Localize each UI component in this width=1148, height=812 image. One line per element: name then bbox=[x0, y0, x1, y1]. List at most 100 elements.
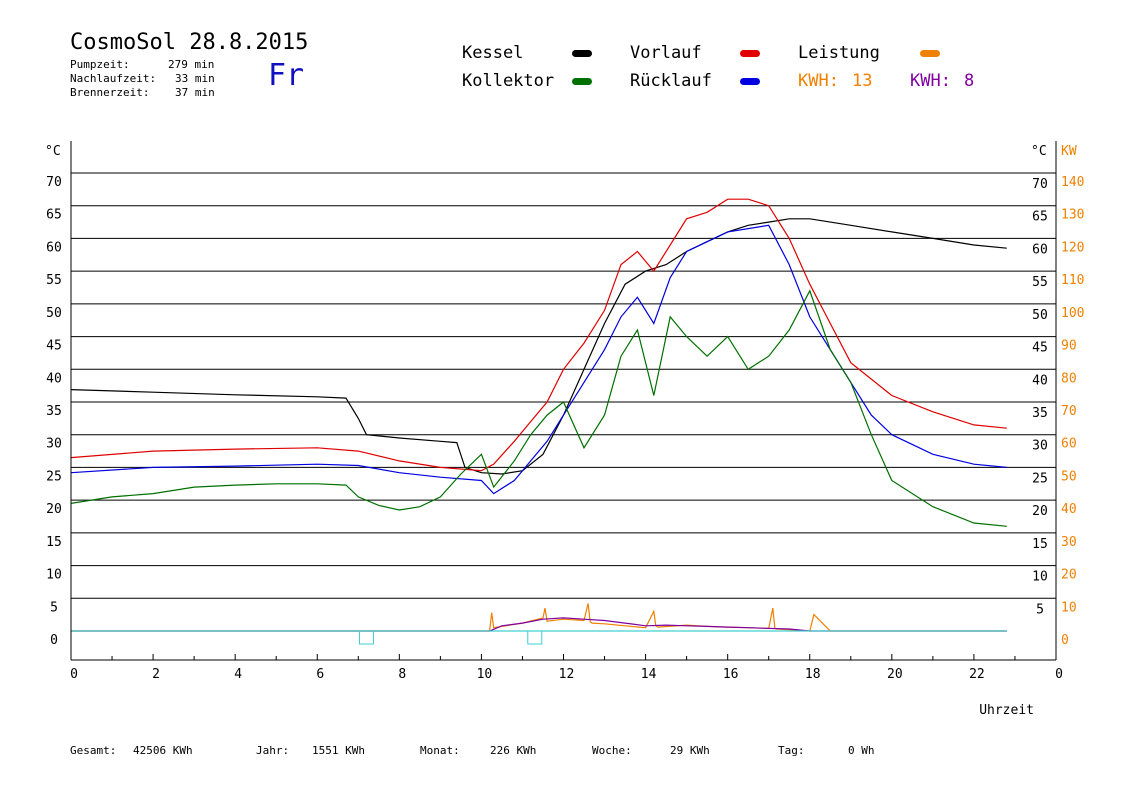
y-right-c-tick-label: 40 bbox=[1032, 373, 1048, 388]
stat-pumpzeit-label: Pumpzeit: bbox=[70, 58, 130, 71]
pump-marker-0 bbox=[359, 630, 374, 645]
y-left-tick-label: 10 bbox=[46, 568, 62, 583]
stat-nachlaufzeit-label: Nachlaufzeit: bbox=[70, 72, 157, 85]
legend-leistung-swatch bbox=[920, 50, 940, 57]
legend-kollektor-swatch bbox=[572, 78, 592, 85]
y-left-tick-label: 50 bbox=[46, 306, 62, 321]
kwh-b-value: 8 bbox=[964, 71, 975, 91]
weekday-label: Fr bbox=[268, 58, 305, 93]
x-tick-label: 20 bbox=[887, 667, 903, 682]
y-right-c-tick-label: 30 bbox=[1032, 439, 1048, 454]
x-tick-label: 8 bbox=[398, 667, 406, 682]
tick-labels: 0 2 4 6 8 10 12 14 16 18 20 22 005101520253035404550… bbox=[45, 144, 1084, 718]
series-line-kollektor bbox=[70, 289, 1007, 527]
y-right-kw-tick-label: 140 bbox=[1061, 175, 1084, 190]
series-line-leistung bbox=[71, 603, 1007, 632]
y-right-kw-tick-label: 0 bbox=[1061, 633, 1069, 648]
x-tick-label: 0 bbox=[1055, 667, 1063, 682]
y-left-tick-label: 30 bbox=[46, 437, 62, 452]
legend-kessel-label: Kessel bbox=[462, 43, 524, 63]
y-right-c-tick-label: 10 bbox=[1032, 570, 1048, 585]
legend-leistung-label: Leistung bbox=[798, 43, 880, 63]
y-left-tick-label: 35 bbox=[46, 404, 62, 419]
footer-monat-label: Monat: bbox=[420, 744, 460, 757]
legend-vorlauf-swatch bbox=[740, 50, 760, 57]
kwh-a-value: 13 bbox=[852, 71, 873, 91]
y-right-c-tick-label: 5 bbox=[1036, 602, 1044, 617]
y-left-tick-label: 5 bbox=[50, 600, 58, 615]
footer-woche-value: 29 KWh bbox=[670, 744, 710, 757]
y-right-kw-tick-label: 40 bbox=[1061, 502, 1077, 517]
y-left-tick-label: 40 bbox=[46, 371, 62, 386]
series-line-kessel bbox=[70, 218, 1007, 475]
axes bbox=[70, 141, 1057, 661]
y-right-unit-label: °C bbox=[1031, 144, 1047, 159]
y-right-c-tick-label: 35 bbox=[1032, 406, 1048, 421]
footer-gesamt-label: Gesamt: bbox=[70, 744, 117, 757]
y-left-tick-label: 0 bbox=[50, 633, 58, 648]
series-line-kwh-8 bbox=[71, 617, 1007, 632]
legend-ruecklauf-label: Rücklauf bbox=[630, 71, 712, 91]
y-left-tick-label: 15 bbox=[46, 535, 62, 550]
pump-marker-1 bbox=[527, 630, 543, 645]
footer-woche-label: Woche: bbox=[592, 744, 632, 757]
chart-title: CosmoSol 28.8.2015 bbox=[70, 30, 309, 55]
x-tick-label: 2 bbox=[152, 667, 160, 682]
y-right-kw-tick-label: 100 bbox=[1061, 306, 1084, 321]
x-tick-label: 6 bbox=[316, 667, 324, 682]
x-tick-label: 18 bbox=[805, 667, 821, 682]
footer-jahr-value: 1551 KWh bbox=[312, 744, 365, 757]
legend-vorlauf-label: Vorlauf bbox=[630, 43, 702, 63]
y-right-c-tick-label: 65 bbox=[1032, 210, 1048, 225]
footer-jahr-label: Jahr: bbox=[256, 744, 290, 757]
y-right-c-tick-label: 15 bbox=[1032, 537, 1048, 552]
x-tick-label: 12 bbox=[559, 667, 575, 682]
kwh-a-label: KWH: bbox=[798, 71, 839, 91]
y-right-kw-tick-label: 90 bbox=[1061, 339, 1077, 354]
y-right-kw-tick-label: 60 bbox=[1061, 437, 1077, 452]
x-tick-label: 0 bbox=[70, 667, 78, 682]
grid-lines bbox=[71, 172, 1056, 599]
y-left-tick-label: 25 bbox=[46, 469, 62, 484]
footer-tag-label: Tag: bbox=[778, 744, 805, 757]
series-line-r-cklauf bbox=[70, 224, 1007, 495]
y-left-tick-label: 45 bbox=[46, 339, 62, 354]
y-right-kw-tick-label: 70 bbox=[1061, 404, 1077, 419]
y-right-kw-tick-label: 10 bbox=[1061, 600, 1077, 615]
y-left-unit-label: °C bbox=[45, 144, 61, 159]
y-right-c-tick-label: 20 bbox=[1032, 504, 1048, 519]
footer-tag-value: 0 Wh bbox=[848, 744, 875, 757]
y-left-tick-label: 20 bbox=[46, 502, 62, 517]
y-right-c-tick-label: 25 bbox=[1032, 471, 1048, 486]
y-right-kw-unit-label: KW bbox=[1061, 144, 1077, 159]
y-right-kw-tick-label: 30 bbox=[1061, 535, 1077, 550]
y-left-tick-label: 60 bbox=[46, 240, 62, 255]
x-tick-label: 14 bbox=[641, 667, 657, 682]
series-lines bbox=[70, 198, 1007, 645]
footer-gesamt-value: 42506 KWh bbox=[133, 744, 193, 757]
y-right-kw-tick-label: 20 bbox=[1061, 568, 1077, 583]
stat-pumpzeit-value: 279 min bbox=[168, 58, 215, 71]
x-tick-label: 10 bbox=[477, 667, 493, 682]
y-right-kw-tick-label: 130 bbox=[1061, 208, 1084, 223]
stat-brennerzeit-label: Brennerzeit: bbox=[70, 86, 150, 99]
y-right-kw-tick-label: 120 bbox=[1061, 240, 1084, 255]
y-left-tick-label: 65 bbox=[46, 208, 62, 223]
y-right-c-tick-label: 45 bbox=[1032, 341, 1048, 356]
y-right-c-tick-label: 50 bbox=[1032, 308, 1048, 323]
y-left-tick-label: 70 bbox=[46, 175, 62, 190]
kwh-b-label: KWH: bbox=[910, 71, 951, 91]
stat-nachlaufzeit-value: 33 min bbox=[175, 72, 215, 85]
x-tick-label: 4 bbox=[234, 667, 242, 682]
x-tick-label: 16 bbox=[723, 667, 739, 682]
y-right-kw-tick-label: 110 bbox=[1061, 273, 1084, 288]
y-right-c-tick-label: 70 bbox=[1032, 177, 1048, 192]
y-right-c-tick-label: 60 bbox=[1032, 242, 1048, 257]
y-right-kw-tick-label: 50 bbox=[1061, 469, 1077, 484]
y-right-c-tick-label: 55 bbox=[1032, 275, 1048, 290]
legend-ruecklauf-swatch bbox=[740, 78, 760, 85]
legend-kollektor-label: Kollektor bbox=[462, 71, 555, 91]
footer-monat-value: 226 KWh bbox=[490, 744, 537, 757]
x-tick-label: 22 bbox=[969, 667, 985, 682]
